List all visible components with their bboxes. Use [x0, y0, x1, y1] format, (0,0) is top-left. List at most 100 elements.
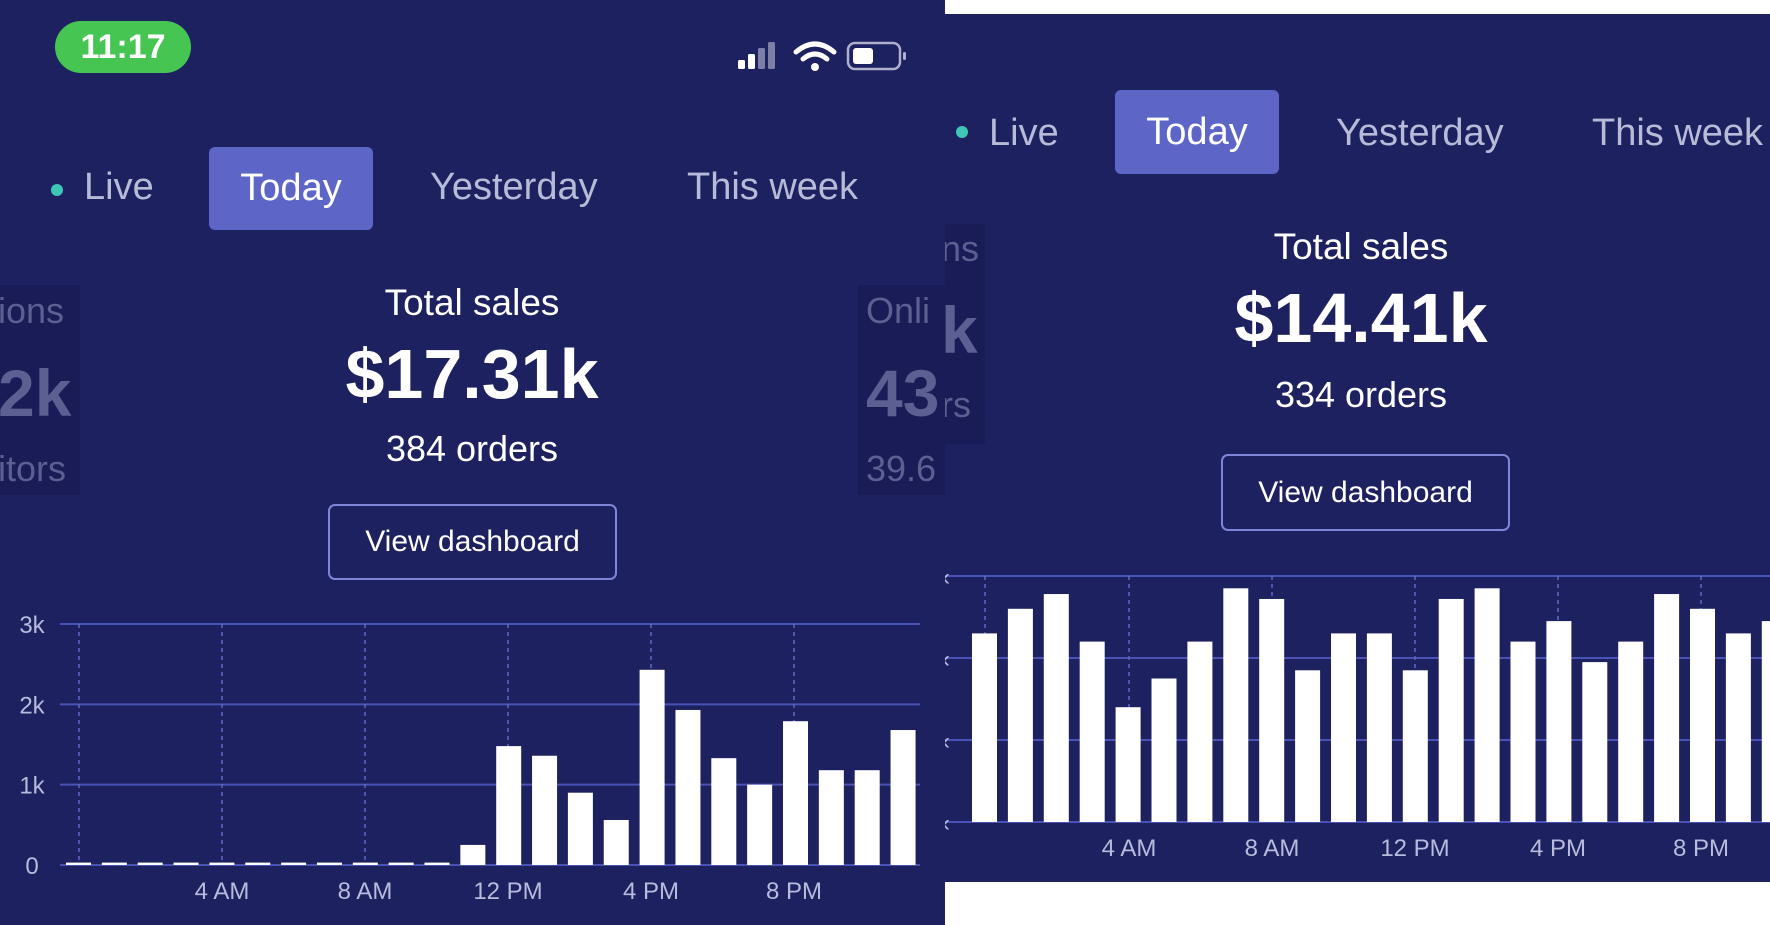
x-tick-label: 8 AM	[1245, 835, 1300, 862]
chart-bar	[1654, 594, 1680, 822]
chart-bar	[66, 862, 91, 865]
chart-bar	[209, 862, 235, 865]
y-tick-label: 0	[25, 853, 38, 880]
chart-bar	[972, 633, 997, 822]
prev-card-label: ions	[0, 290, 65, 331]
total-sales-value: $17.31k	[345, 335, 599, 413]
chart-bar	[1510, 641, 1536, 822]
y-tick-label: 2k	[19, 692, 45, 719]
chart-bar	[1295, 670, 1321, 822]
prev-card-sub: itors	[0, 448, 67, 489]
x-tick-label: 8 AM	[338, 878, 393, 905]
chart-bar	[567, 792, 593, 865]
next-card-sub: 39.6	[866, 448, 937, 489]
orders-count: 384 orders	[385, 428, 559, 469]
chart-bar	[854, 770, 880, 865]
x-tick-label: 4 AM	[195, 878, 250, 905]
phone-screen-left: 11:17 Live Today Yesterday This week ion…	[0, 0, 945, 925]
tab-yesterday[interactable]: Yesterday	[1336, 112, 1504, 154]
x-tick-label: 12 PM	[1380, 835, 1449, 862]
chart-bar	[603, 820, 629, 865]
chart-bar	[1187, 641, 1213, 822]
chart-bar	[1151, 678, 1177, 822]
next-card-label: Onli	[866, 290, 931, 331]
chart-bar	[1618, 641, 1644, 822]
chart-bar	[747, 784, 773, 865]
tab-this-week[interactable]: This week	[687, 166, 859, 208]
view-dashboard-button[interactable]: View dashboard	[328, 504, 617, 580]
battery-icon	[846, 41, 906, 71]
x-tick-label: 8 PM	[766, 878, 822, 905]
phone-screen-right: Live Today Yesterday This week ns k rs T…	[945, 14, 1770, 882]
chart-bar	[496, 746, 522, 865]
prev-card-value: 2k	[0, 356, 72, 430]
chart-bar	[1115, 707, 1141, 822]
carousel-card-next[interactable]	[858, 285, 945, 495]
tab-this-week[interactable]: This week	[1592, 112, 1764, 154]
sales-bar-chart: ‹ ‹ ‹ ‹ 4 AM 8 AM 12 PM 4 PM 8 PM	[945, 564, 1770, 862]
chart-bar	[316, 862, 342, 865]
x-tick-label: 4 AM	[1102, 835, 1157, 862]
y-tick-label-clipped: ‹	[945, 810, 950, 837]
chart-bar	[352, 862, 378, 865]
tab-live[interactable]: Live	[84, 166, 154, 208]
prev-card-sub: rs	[945, 384, 971, 425]
live-indicator-icon	[51, 184, 63, 196]
total-sales-label: Total sales	[1273, 226, 1449, 267]
chart-bar	[711, 758, 737, 865]
view-dashboard-button[interactable]: View dashboard	[1221, 454, 1510, 531]
x-tick-label: 4 PM	[623, 878, 679, 905]
orders-count: 334 orders	[1274, 374, 1448, 415]
chart-bar	[818, 770, 844, 865]
sales-bar-chart: 0 1k 2k 3k 4 AM 8 AM 12 PM 4 PM 8 PM	[19, 612, 920, 905]
signal-icon	[738, 42, 775, 69]
chart-bar	[1366, 633, 1392, 822]
chart-bar	[137, 862, 163, 865]
wifi-icon	[793, 41, 837, 71]
y-tick-label: 1k	[19, 773, 45, 800]
y-tick-label-clipped: ‹	[945, 728, 950, 755]
status-bar-icons	[738, 41, 906, 71]
chart-bar	[1079, 641, 1105, 822]
chart-bar	[460, 844, 486, 865]
chart-bar	[101, 862, 127, 865]
prev-card-label: ns	[945, 228, 980, 269]
tab-live[interactable]: Live	[989, 112, 1059, 154]
chart-bar	[1402, 670, 1428, 822]
chart-bar	[1725, 633, 1751, 822]
chart-bar	[1761, 621, 1770, 822]
chart-bar	[1043, 594, 1069, 822]
chart-bar	[388, 862, 414, 865]
chart-bar	[281, 862, 307, 865]
chart-bar	[1690, 608, 1715, 822]
next-card-value: 43	[866, 356, 940, 430]
chart-bar	[424, 862, 450, 865]
prev-card-value: k	[945, 293, 978, 367]
chart-bar	[1546, 621, 1572, 822]
x-tick-label: 8 PM	[1673, 835, 1729, 862]
chart-bar	[890, 730, 916, 865]
chart-bar	[1331, 633, 1356, 822]
chart-bar	[1007, 608, 1033, 822]
carousel-card-prev[interactable]	[0, 285, 80, 495]
carousel-card-prev[interactable]	[945, 224, 985, 444]
y-tick-label-clipped: ‹	[945, 646, 950, 673]
chart-bar	[1223, 588, 1249, 822]
tab-today[interactable]: Today	[1115, 90, 1279, 174]
chart-bar	[1582, 662, 1608, 822]
tab-today[interactable]: Today	[209, 147, 373, 230]
tab-yesterday[interactable]: Yesterday	[430, 166, 598, 208]
chart-bar	[1259, 598, 1285, 822]
total-sales-value: $14.41k	[1234, 279, 1488, 357]
x-tick-label: 12 PM	[473, 878, 542, 905]
chart-bar	[675, 709, 701, 865]
live-indicator-icon	[956, 126, 968, 138]
chart-bar	[1474, 588, 1500, 822]
chart-bar	[639, 669, 665, 865]
y-tick-label-clipped: ‹	[945, 564, 950, 591]
y-tick-label: 3k	[19, 612, 45, 639]
x-tick-label: 4 PM	[1530, 835, 1586, 862]
chart-bar	[783, 721, 808, 865]
status-time: 11:17	[55, 21, 191, 73]
chart-bar	[245, 862, 271, 865]
